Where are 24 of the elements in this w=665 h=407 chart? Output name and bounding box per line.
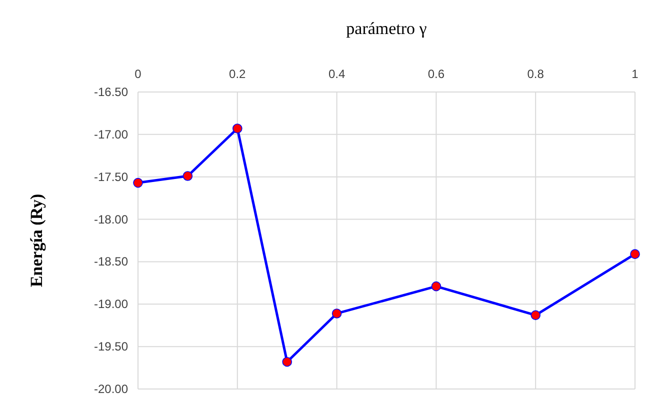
y-tick-label: -19.00 xyxy=(94,297,128,312)
point xyxy=(431,281,442,292)
point xyxy=(232,124,242,134)
x-tick-label: 0.8 xyxy=(527,67,544,81)
y-tick-label: -18.00 xyxy=(94,212,128,226)
y-tick-label: -17.00 xyxy=(94,127,128,142)
x-tick-label: 1 xyxy=(632,67,639,81)
point xyxy=(182,171,193,181)
point xyxy=(332,308,342,318)
y-tick-label: -18.50 xyxy=(94,254,128,269)
y-tick-label: -16.50 xyxy=(94,85,128,99)
x-tick-label: 0 xyxy=(134,67,142,81)
point xyxy=(133,178,143,188)
point xyxy=(630,249,640,259)
y-axis-title: Energía (Ry) xyxy=(27,194,46,288)
y-tick-label: -19.50 xyxy=(94,340,128,354)
x-tick-label: 0.4 xyxy=(328,67,346,81)
y-tick-label: -17.50 xyxy=(94,170,128,184)
x-tick-label: 0.2 xyxy=(229,67,246,81)
x-axis-title: parámetro γ xyxy=(346,19,428,38)
y-tick-label: -20.00 xyxy=(94,382,128,396)
point xyxy=(282,356,292,367)
x-tick-label: 0.6 xyxy=(428,67,445,81)
point xyxy=(530,310,540,320)
